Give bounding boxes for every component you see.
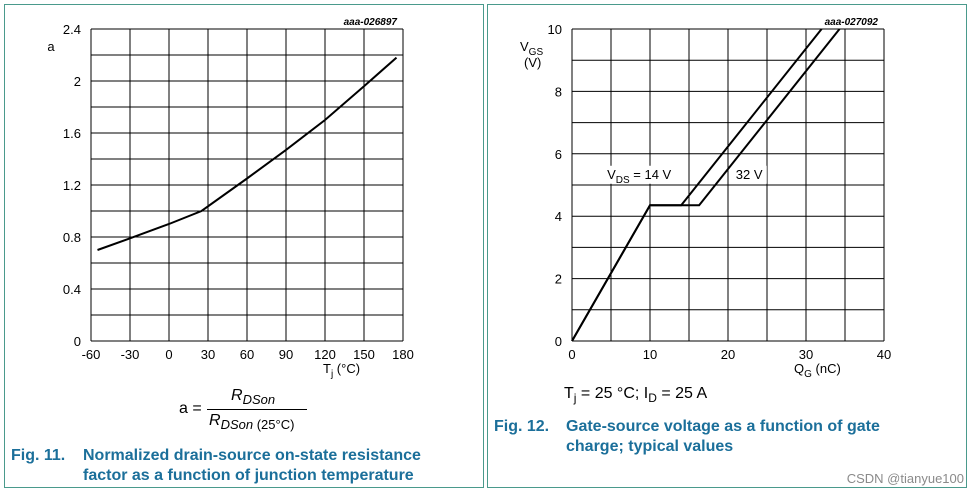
figure-12-caption-line-2: charge; typical values [566,438,734,455]
series-line [97,56,398,251]
figure-11-chart: -60 -30 0 30 60 90 120 150 180 0 0.4 0.8 1.2 1.6 2 2.4 a… [47,17,414,380]
x-tick-label: 120 [314,347,336,362]
x-tick-label: -30 [121,347,140,362]
figure-reference: aaa-026897 [344,17,398,28]
figure-11-caption-line-2: factor as a function of junction tempera… [83,467,414,484]
y-tick-label: 10 [548,22,562,37]
formula-lhs: a = [179,400,202,417]
x-tick-label: 30 [799,347,813,362]
test-conditions: Tj = 25 °C; ID = 25 A [564,385,708,406]
x-tick-label: 20 [721,347,735,362]
y-axis-unit: (V) [524,55,541,70]
x-tick-label: 0 [568,347,575,362]
x-tick-label: 150 [353,347,375,362]
figure-11-caption-line-1: Normalized drain-source on-state resista… [83,447,421,464]
y-tick-label: 0.8 [63,230,81,245]
formula: a = RDSon RDSon (25°C) [171,385,321,435]
figure-12-caption-line-1: Gate-source voltage as a function of gat… [566,418,880,435]
x-axis-label: Tj (°C) [323,361,360,380]
figure-11-caption-label: Fig. 11. [11,447,66,464]
x-tick-label: 180 [392,347,414,362]
x-tick-label: -60 [82,347,101,362]
y-tick-label: 4 [555,209,562,224]
y-tick-label: 0 [555,334,562,349]
figure-12-chart: 0 10 20 30 40 0 2 4 6 8 10 aaa-027092 VGS(V) QG (nC) V… [520,17,891,380]
y-tick-label: 0 [74,334,81,349]
x-tick-label: 0 [165,347,172,362]
y-tick-label: 1.6 [63,126,81,141]
series-annotation: 32 V [736,167,763,182]
figure-12-panel: 0 10 20 30 40 0 2 4 6 8 10 aaa-027092 VGS (V) QG (nC) V… [487,4,967,488]
y-tick-label: 6 [555,147,562,162]
y-axis-label: VGS [520,39,543,58]
figure-11-panel: -60 -30 0 30 60 90 120 150 180 0 0.4 0.8 1.2 1.6 2 2.4 a… [4,4,484,488]
y-tick-label: 8 [555,84,562,99]
series-annotation: VDS = 14 V [607,167,671,186]
annotation-background [604,165,677,184]
formula-numerator: RDSon [231,387,276,408]
watermark: CSDN @tianyue100 [846,471,964,486]
x-tick-label: 90 [279,347,293,362]
y-tick-label: 1.2 [63,178,81,193]
y-tick-label: 2 [74,74,81,89]
series-line [571,28,841,342]
formula-bar [207,409,307,410]
annotation-background [732,165,767,184]
figure-reference: aaa-027092 [825,17,879,28]
y-tick-label: 0.4 [63,282,81,297]
y-tick-label: 2.4 [63,22,81,37]
x-axis-label: QG (nC) [794,361,841,380]
y-tick-label: 2 [555,272,562,287]
y-axis-label: a [47,39,55,54]
x-tick-label: 40 [877,347,891,362]
x-tick-label: 60 [240,347,254,362]
figure-12-caption-label: Fig. 12. [494,418,550,435]
x-tick-label: 30 [201,347,215,362]
x-tick-label: 10 [643,347,657,362]
formula-denominator: RDSon (25°C) [209,412,295,433]
